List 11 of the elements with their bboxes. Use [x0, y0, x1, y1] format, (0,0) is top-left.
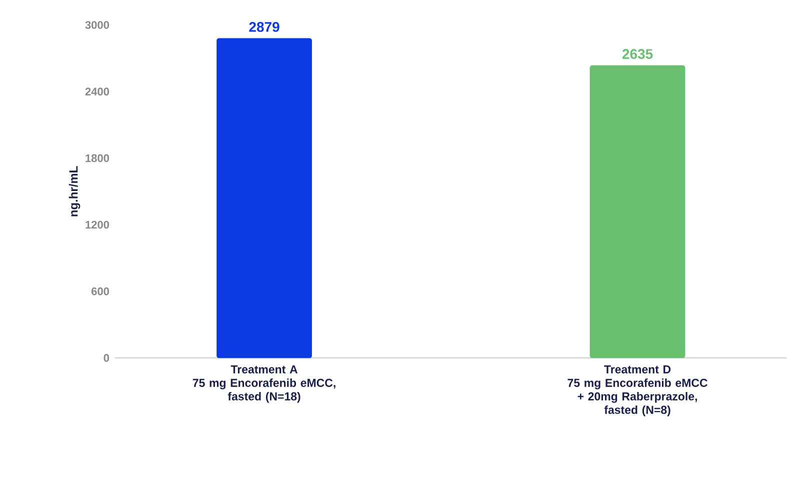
data-label: 2635 [622, 49, 653, 60]
y-tick-label: 3000 [85, 21, 110, 29]
x-tick-label: Treatment A 75 mg Encorafenib eMCC, fasted (N=18) [192, 365, 336, 403]
y-tick-label: 600 [92, 287, 110, 296]
y-tick-label: 2400 [85, 88, 110, 96]
y-tick-label: 1800 [86, 154, 110, 162]
x-tick-label: Treatment D 75 mg Encorafenib eMCC + 20mg Raberprazole, fasted (N=8) [568, 365, 708, 416]
y-axis-title: ng.hr/mL [68, 166, 80, 216]
data-label: 2879 [249, 22, 280, 32]
y-tick-label: 0 [104, 354, 110, 362]
y-tick-label: 1200 [86, 220, 110, 229]
